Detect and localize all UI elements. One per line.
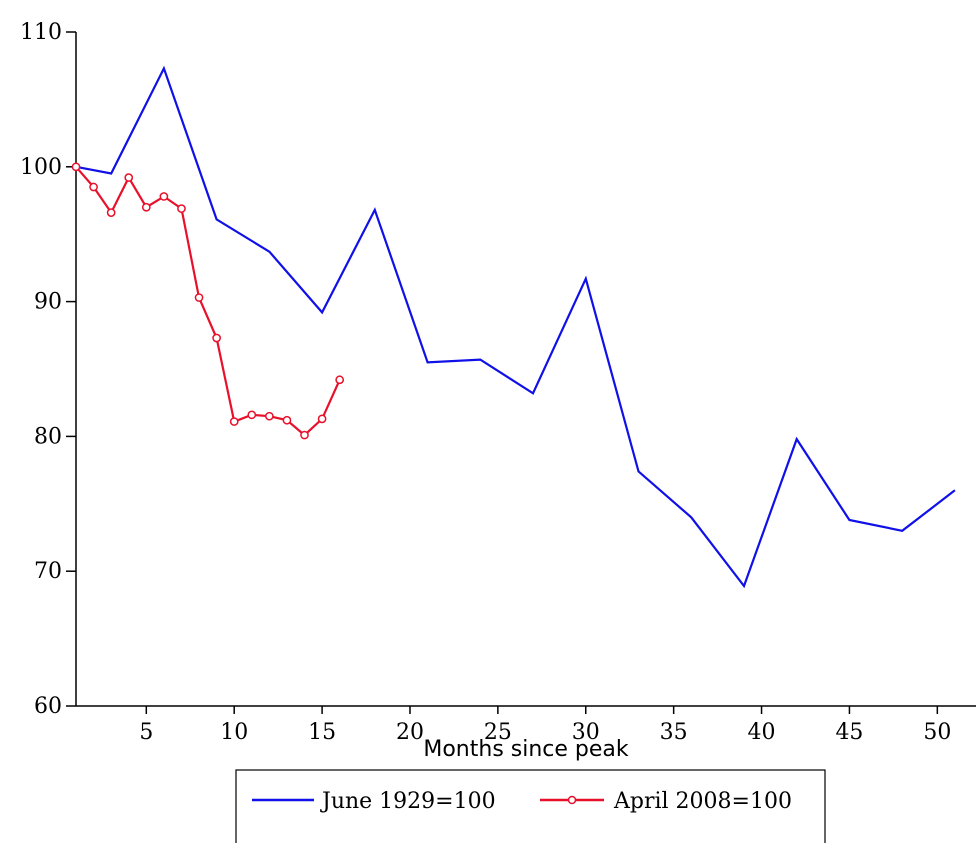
legend-label-april-2008: April 2008=100 <box>613 789 792 814</box>
series-1-point <box>194 293 204 302</box>
y-tick-label: 100 <box>20 155 62 180</box>
series-1-point <box>247 410 257 420</box>
y-tick-label: 70 <box>34 559 62 584</box>
series-1-point <box>141 202 151 212</box>
legend: June 1929=100 April 2008=100 <box>235 769 826 843</box>
x-tick-label: 30 <box>572 720 600 745</box>
x-tick-label: 10 <box>220 720 248 745</box>
series-layer <box>71 65 956 589</box>
series-1-point <box>335 375 345 385</box>
series-line-0 <box>75 65 956 589</box>
series-1-point <box>177 204 186 213</box>
x-tick-label: 50 <box>923 720 951 745</box>
series-1-point <box>317 414 327 424</box>
series-1-point <box>229 417 239 426</box>
y-tick-label: 110 <box>20 20 62 45</box>
x-tick-label: 45 <box>835 720 863 745</box>
x-axis-ticks: 5 10 15 20 25 30 35 40 45 50 <box>139 706 951 745</box>
series-1-point <box>71 162 81 172</box>
x-tick-label: 25 <box>484 720 512 745</box>
y-tick-label: 60 <box>34 694 62 719</box>
series-1-point <box>282 415 292 425</box>
plot-area: 60 70 80 90 100 110 5 10 15 20 25 30 35 40 45 50 <box>20 20 976 745</box>
series-1-point <box>89 182 98 192</box>
series-1-point <box>106 208 116 217</box>
legend-label-june-1929: June 1929=100 <box>320 789 496 814</box>
x-tick-label: 20 <box>396 720 424 745</box>
series-line-1 <box>75 166 341 437</box>
legend-swatch-marker-april-2008 <box>567 795 577 805</box>
series-1-point <box>159 192 169 201</box>
x-tick-label: 40 <box>748 720 776 745</box>
series-1-point <box>265 411 274 421</box>
y-tick-label: 80 <box>34 424 62 449</box>
legend-box <box>235 769 826 843</box>
y-axis-ticks: 60 70 80 90 100 110 <box>20 20 76 719</box>
series-1-point <box>300 430 309 440</box>
x-tick-label: 15 <box>308 720 336 745</box>
series-1-point <box>212 333 221 343</box>
series-1-point <box>124 173 134 182</box>
y-tick-label: 90 <box>34 290 62 315</box>
x-axis-title: Months since peak <box>423 737 629 762</box>
x-tick-label: 35 <box>660 720 688 745</box>
x-tick-label: 5 <box>139 720 153 745</box>
